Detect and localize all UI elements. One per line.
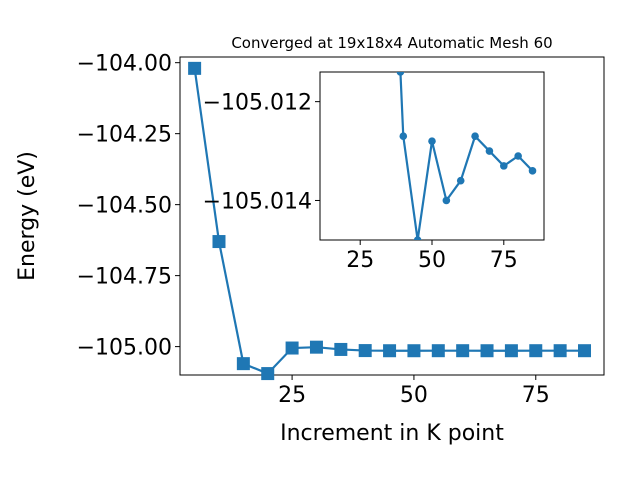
inset-data-point — [514, 152, 522, 160]
main-data-point — [334, 342, 348, 356]
inset-data-point — [413, 236, 422, 240]
inset-series — [396, 72, 537, 240]
main-x-tick-label: 50 — [400, 383, 428, 408]
inset-plot-frame — [319, 71, 545, 241]
main-y-tick-label: −104.75 — [77, 265, 172, 290]
main-y-tick-label: −104.25 — [77, 123, 172, 148]
inset-data-point — [499, 162, 508, 170]
y-axis-label: Energy (eV) — [15, 151, 40, 281]
inset-x-tick-label: 25 — [346, 248, 374, 273]
main-y-tick-label: −105.00 — [77, 336, 172, 361]
main-data-point — [309, 340, 323, 354]
main-data-point — [480, 344, 494, 358]
main-data-point — [261, 367, 275, 381]
inset-data-point — [442, 196, 451, 205]
main-y-tick-label: −104.50 — [77, 194, 172, 219]
main-data-point — [456, 344, 470, 358]
main-x-tick-label: 75 — [522, 383, 550, 408]
main-data-point — [285, 341, 299, 355]
inset-data-point — [528, 167, 537, 175]
main-data-point — [529, 344, 543, 358]
main-data-point — [407, 344, 421, 358]
inset-data-point — [485, 147, 494, 155]
main-x-tick-label: 25 — [278, 383, 306, 408]
main-axis-ticks: 25 50 75 −104.00 −104.25 −104.50 −104.75 −105.0… — [77, 52, 550, 408]
inset-data-point — [456, 176, 465, 185]
main-data-point — [212, 235, 226, 249]
main-y-tick-label: −104.00 — [77, 52, 172, 77]
main-series — [188, 61, 592, 381]
inset-x-tick-label: 75 — [490, 248, 518, 273]
main-plot-frame — [179, 56, 605, 376]
main-data-point — [358, 344, 372, 358]
main-data-point — [431, 344, 445, 358]
chart-title: Converged at 19x18x4 Automatic Mesh 60 — [231, 34, 552, 52]
inset-y-tick-label: −105.014 — [203, 189, 312, 214]
inset-axis-ticks: 25 50 75 −105.014 −105.012 — [203, 91, 518, 273]
x-axis-label: Increment in K point — [280, 421, 504, 446]
main-data-point — [188, 61, 202, 75]
main-data-point — [504, 344, 518, 358]
inset-data-point — [471, 132, 479, 141]
inset-y-tick-label: −105.012 — [203, 91, 312, 116]
main-data-point — [553, 344, 567, 358]
main-data-point — [236, 357, 250, 371]
inset-data-point — [428, 137, 436, 145]
inset-data-point — [396, 72, 405, 76]
inset-x-tick-label: 50 — [418, 248, 446, 273]
main-data-point — [578, 344, 592, 358]
main-data-point — [383, 344, 397, 358]
inset-data-point — [399, 132, 408, 141]
